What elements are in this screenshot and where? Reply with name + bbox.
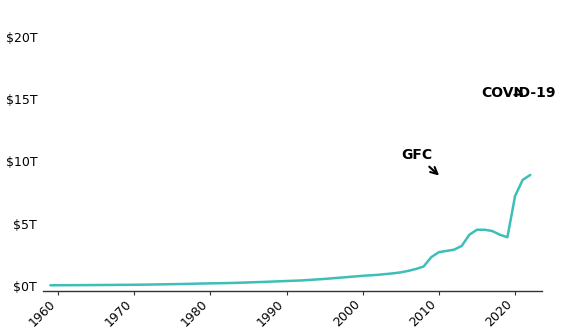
Text: COVID-19: COVID-19 <box>481 86 556 100</box>
Text: GFC: GFC <box>401 148 437 174</box>
